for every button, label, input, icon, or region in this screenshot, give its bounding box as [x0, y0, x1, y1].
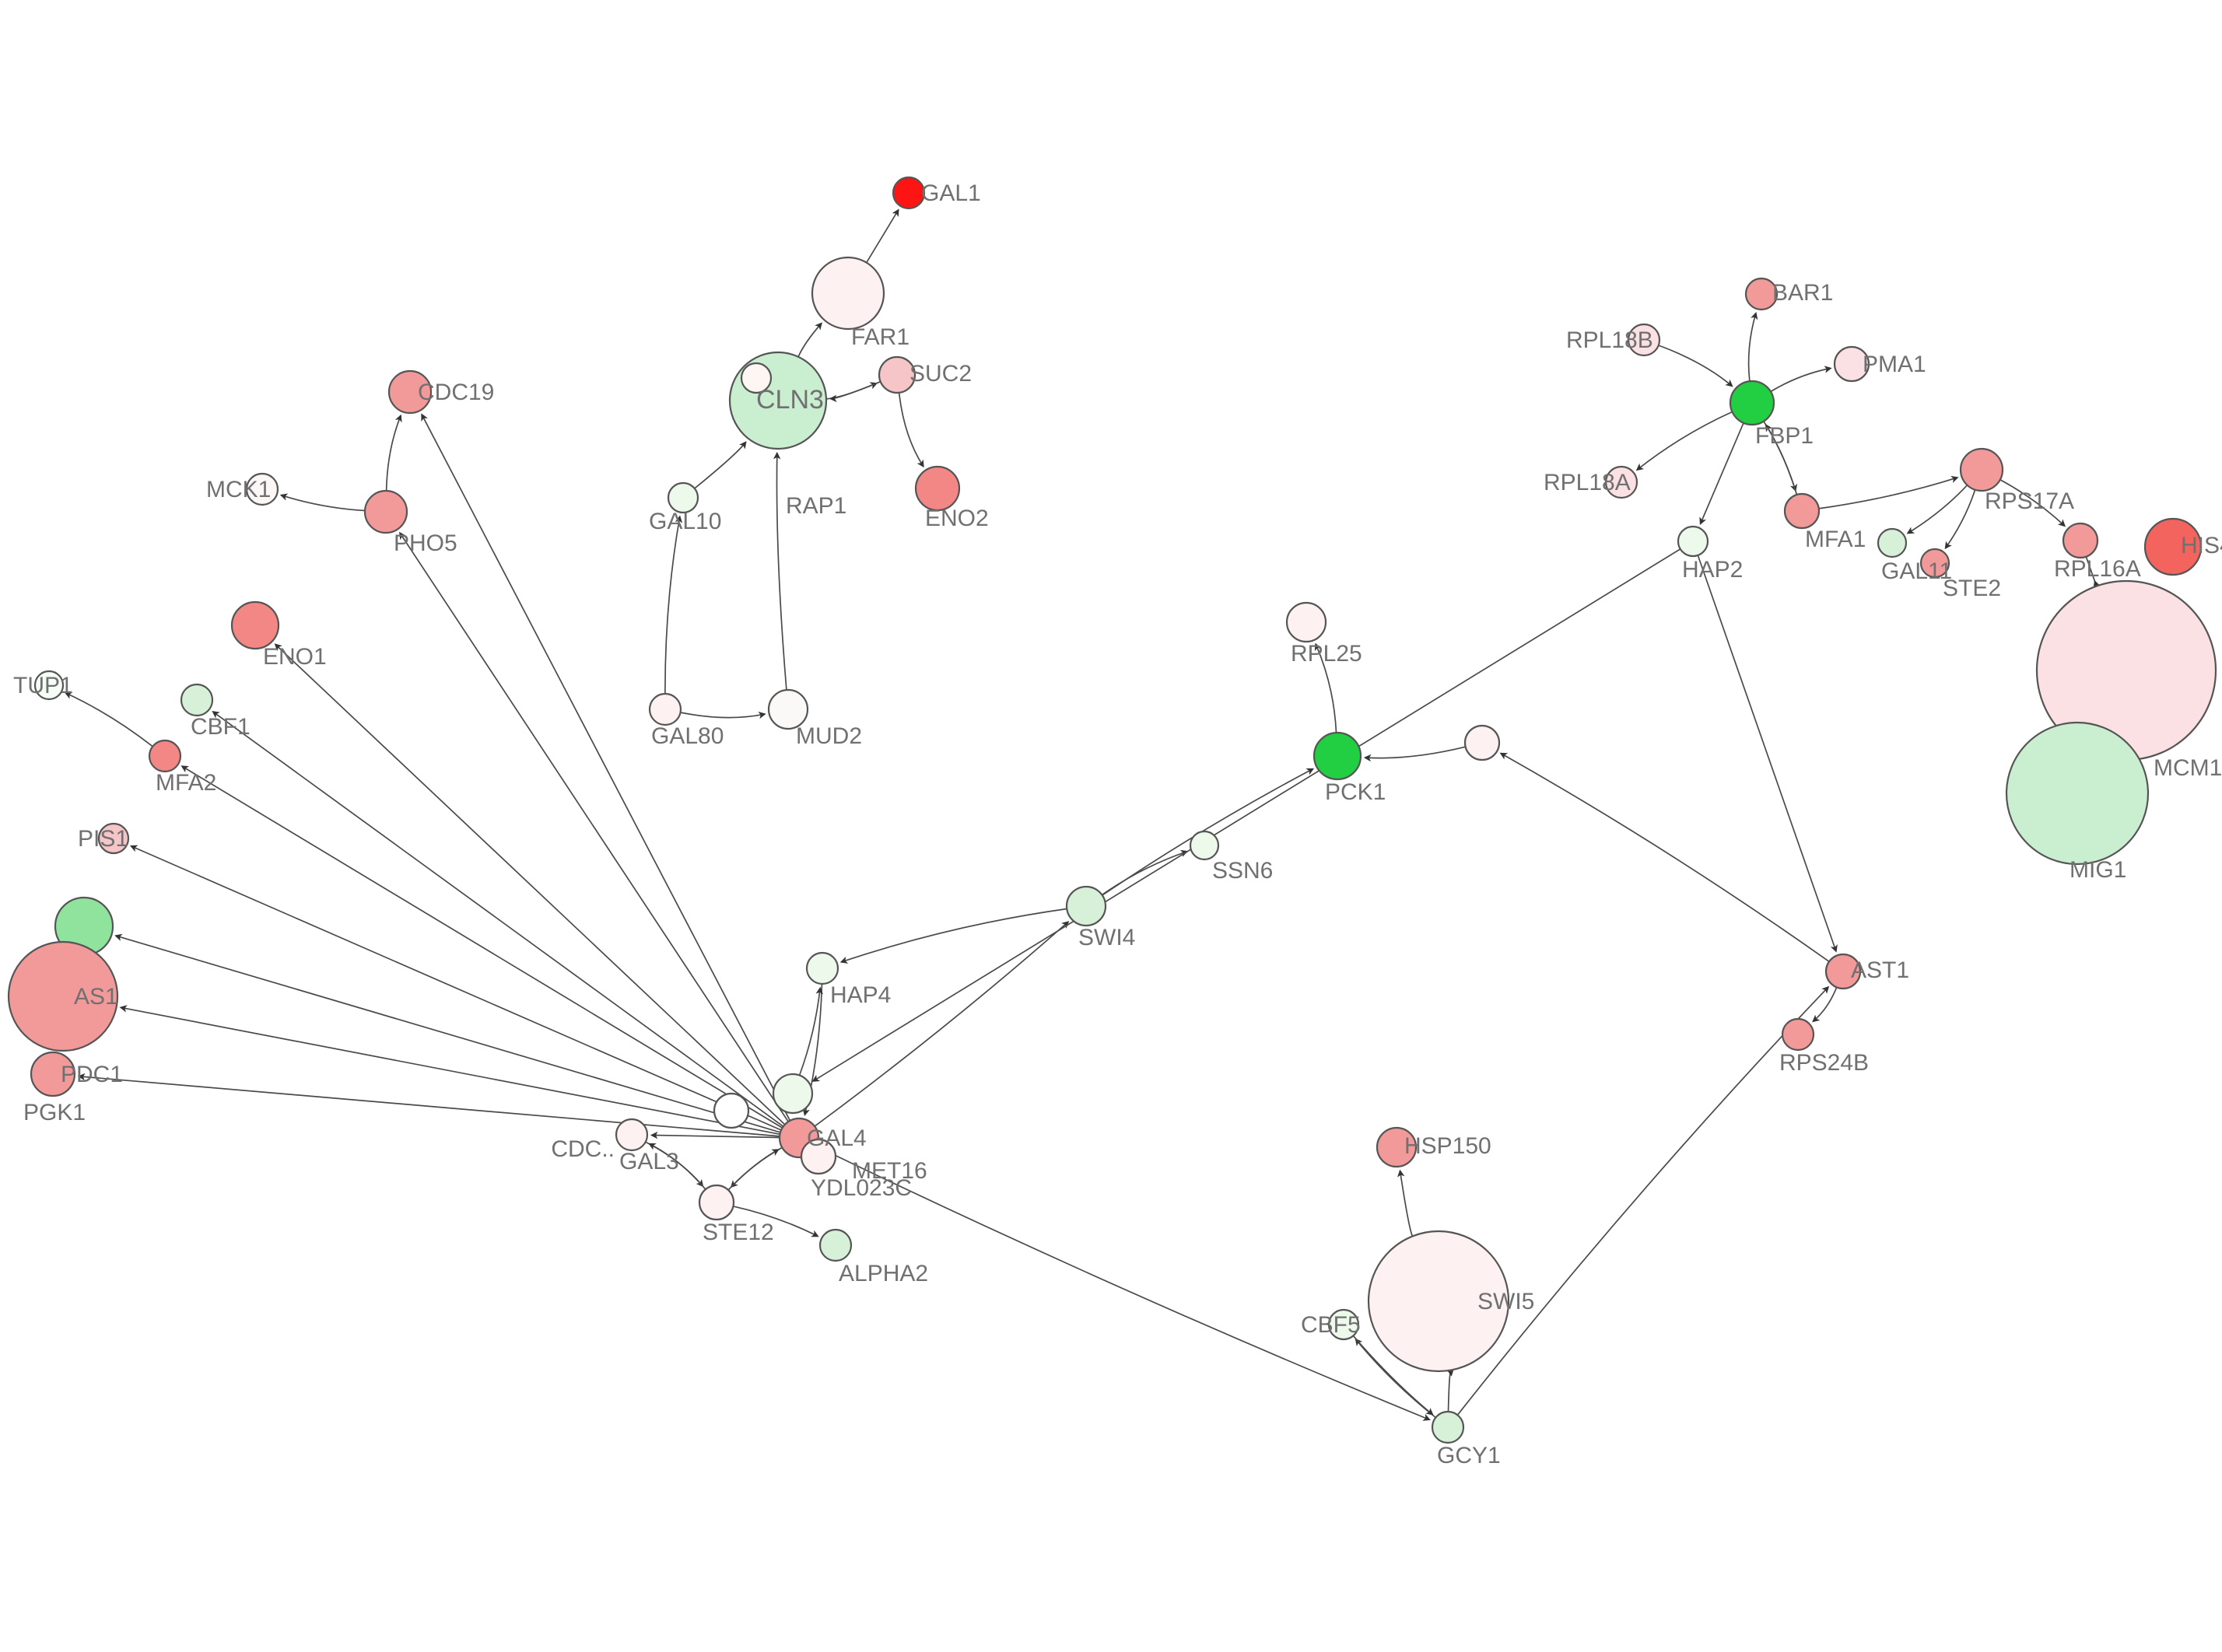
svg-text:GAL3: GAL3: [619, 1149, 679, 1174]
svg-text:CBF5: CBF5: [1301, 1312, 1361, 1338]
svg-text:HAP4: HAP4: [830, 982, 891, 1008]
svg-text:GAL1: GAL1: [921, 180, 981, 206]
svg-text:RPL16A: RPL16A: [2054, 556, 2141, 582]
svg-text:FAR1: FAR1: [851, 324, 909, 350]
svg-text:RAP1: RAP1: [786, 493, 846, 519]
svg-text:PIS1: PIS1: [78, 826, 128, 852]
svg-text:AST1: AST1: [1851, 957, 1909, 983]
svg-text:SWI4: SWI4: [1078, 925, 1135, 950]
svg-text:ENO1: ENO1: [263, 644, 327, 670]
svg-text:SSN6: SSN6: [1212, 858, 1273, 884]
svg-text:HAP2: HAP2: [1682, 557, 1743, 583]
svg-text:GAL80: GAL80: [651, 723, 724, 749]
svg-text:HIS4: HIS4: [2181, 533, 2222, 558]
svg-text:PGK1: PGK1: [23, 1100, 86, 1125]
svg-text:ALPHA2: ALPHA2: [839, 1261, 928, 1286]
svg-text:RPL18B: RPL18B: [1566, 327, 1653, 353]
svg-text:TUP1: TUP1: [13, 673, 73, 698]
svg-text:PMA1: PMA1: [1863, 352, 1926, 377]
svg-text:SWI5: SWI5: [1477, 1289, 1534, 1314]
svg-text:MCM1: MCM1: [2154, 755, 2222, 781]
svg-text:HSP150: HSP150: [1404, 1133, 1491, 1159]
svg-text:GAL10: GAL10: [649, 509, 721, 534]
svg-text:CDC..: CDC..: [551, 1136, 615, 1162]
svg-text:MCK1: MCK1: [206, 477, 271, 502]
svg-text:GAL4: GAL4: [807, 1125, 867, 1151]
svg-text:FBP1: FBP1: [1755, 423, 1814, 449]
svg-text:MFA2: MFA2: [156, 770, 216, 796]
svg-text:MIG1: MIG1: [2070, 857, 2126, 883]
svg-text:CDC19: CDC19: [418, 380, 494, 405]
svg-text:PCK1: PCK1: [1325, 779, 1386, 805]
svg-text:ENO2: ENO2: [925, 506, 989, 531]
svg-text:SUC2: SUC2: [909, 361, 972, 387]
svg-text:MUD2: MUD2: [796, 723, 862, 749]
svg-text:RPS17A: RPS17A: [1985, 488, 2074, 514]
svg-text:CLN3: CLN3: [756, 385, 824, 415]
svg-text:MET16: MET16: [852, 1158, 927, 1184]
svg-text:CBF1: CBF1: [191, 714, 251, 740]
svg-text:PHO5: PHO5: [394, 530, 457, 556]
svg-text:STE12: STE12: [703, 1220, 774, 1245]
svg-text:MFA1: MFA1: [1805, 527, 1866, 552]
svg-text:AS1: AS1: [74, 984, 118, 1010]
svg-text:GAL11: GAL11: [1881, 558, 1952, 584]
svg-text:STE2: STE2: [1943, 576, 2001, 601]
svg-text:RPS24B: RPS24B: [1779, 1050, 1869, 1076]
svg-text:BAR1: BAR1: [1772, 280, 1833, 306]
svg-text:RPL18A: RPL18A: [1544, 470, 1631, 495]
svg-text:GCY1: GCY1: [1437, 1443, 1501, 1468]
svg-text:PDC1: PDC1: [61, 1062, 123, 1087]
svg-text:RPL25: RPL25: [1291, 641, 1362, 667]
